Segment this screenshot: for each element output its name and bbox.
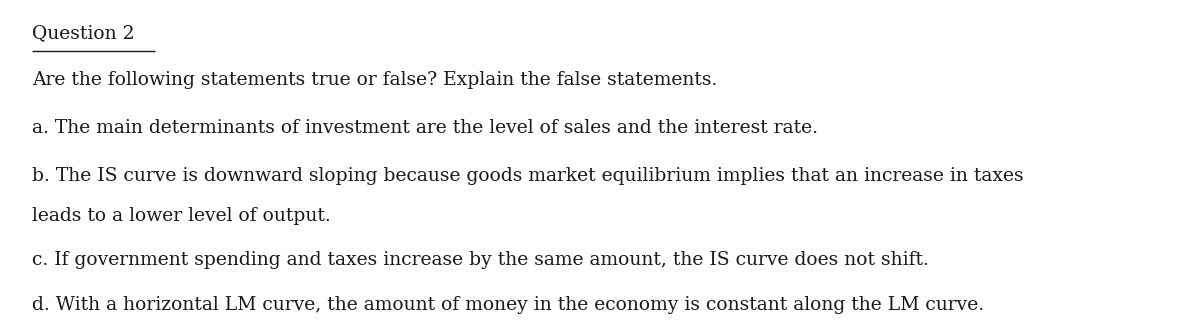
Text: leads to a lower level of output.: leads to a lower level of output. (32, 207, 331, 225)
Text: Are the following statements true or false? Explain the false statements.: Are the following statements true or fal… (32, 71, 718, 89)
Text: Question 2: Question 2 (32, 24, 136, 42)
Text: b. The IS curve is downward sloping because goods market equilibrium implies tha: b. The IS curve is downward sloping beca… (32, 167, 1024, 185)
Text: d. With a horizontal LM curve, the amount of money in the economy is constant al: d. With a horizontal LM curve, the amoun… (32, 296, 984, 314)
Text: a. The main determinants of investment are the level of sales and the interest r: a. The main determinants of investment a… (32, 119, 818, 137)
Text: c. If government spending and taxes increase by the same amount, the IS curve do: c. If government spending and taxes incr… (32, 251, 929, 269)
